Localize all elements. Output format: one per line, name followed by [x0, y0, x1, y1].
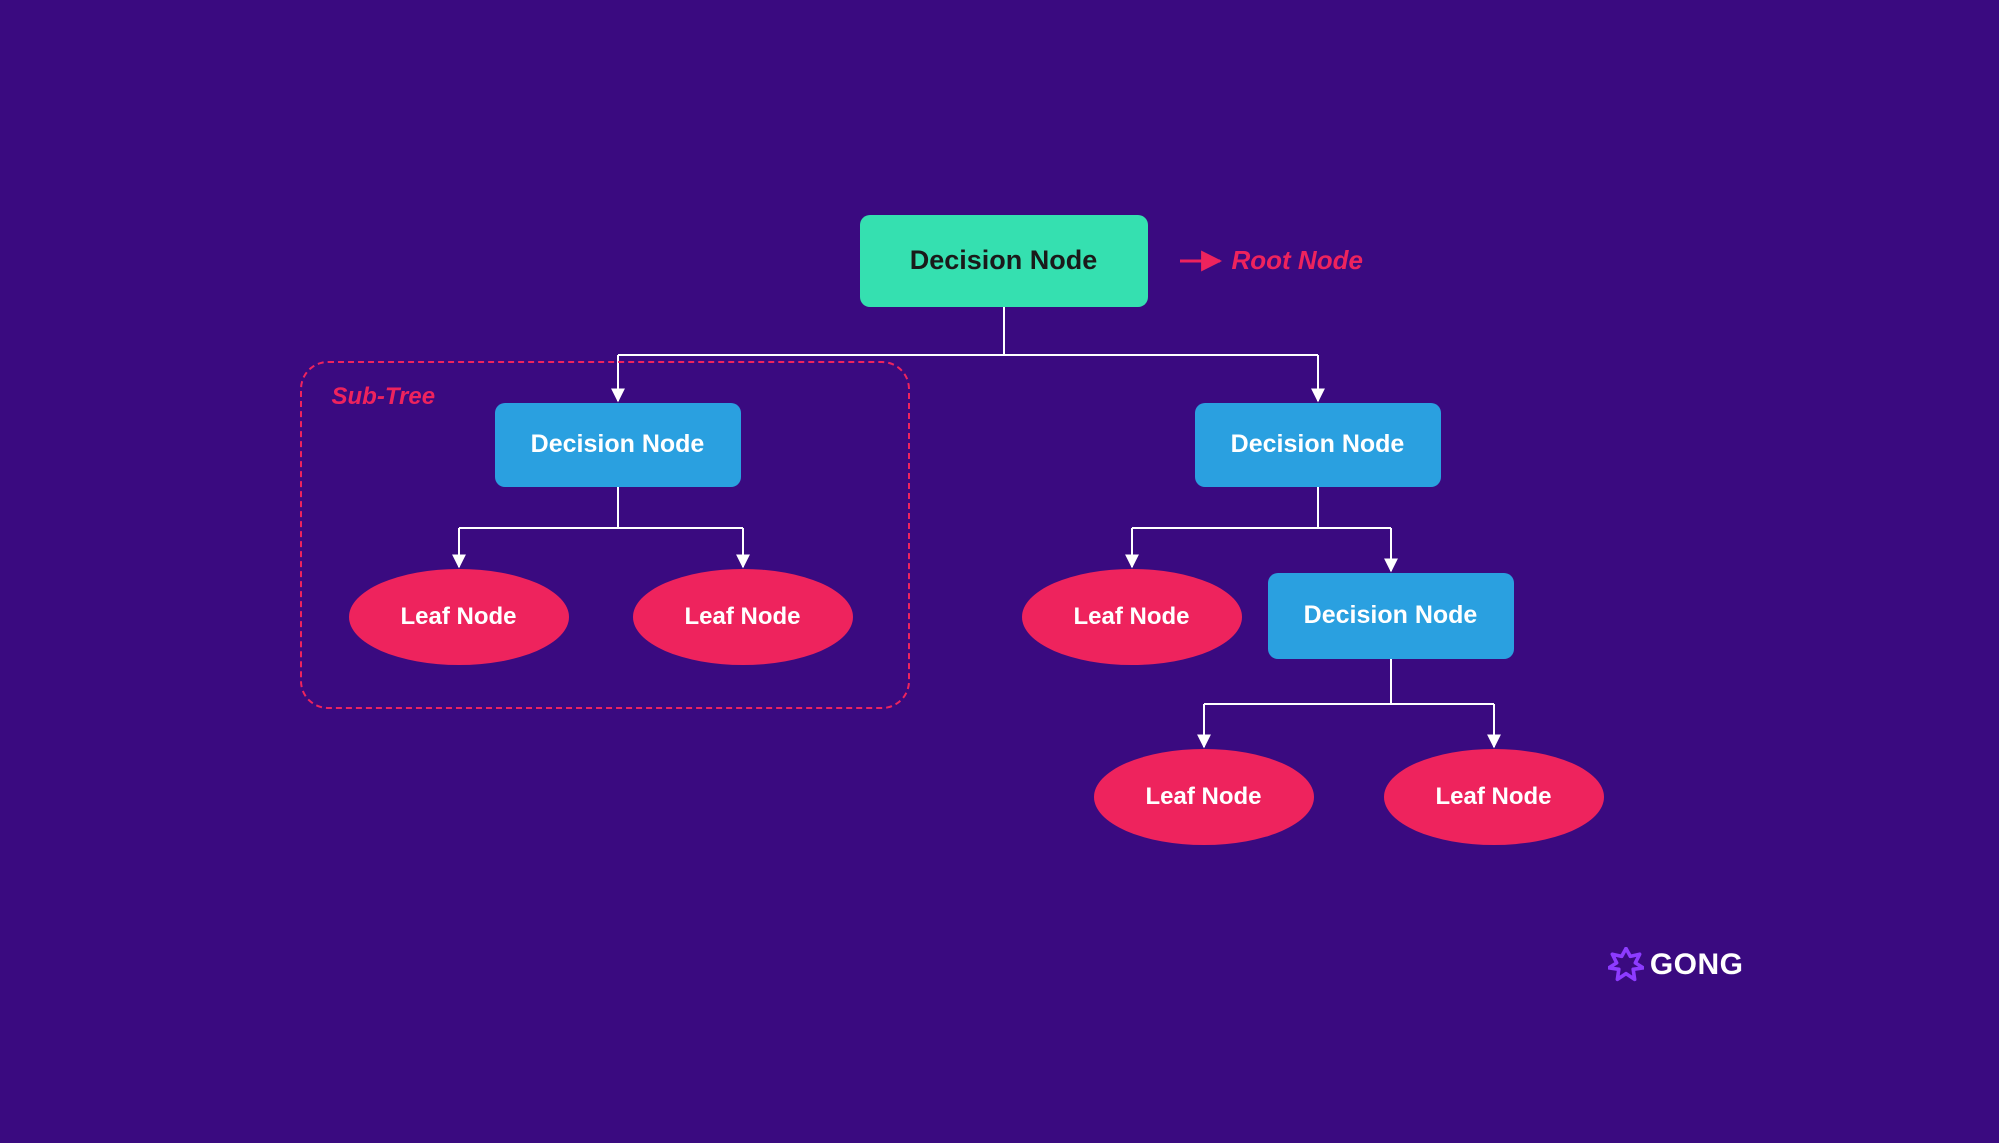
leaf-node: Leaf Node [349, 569, 569, 665]
brand-logo-text: GONG [1650, 948, 1744, 982]
decision-node: Decision Node [495, 403, 741, 487]
node-label: Leaf Node [1435, 783, 1551, 811]
subtree-annotation: Sub-Tree [332, 383, 436, 411]
decision-node: Decision Node [860, 215, 1148, 307]
leaf-node: Leaf Node [633, 569, 853, 665]
leaf-node: Leaf Node [1384, 749, 1604, 845]
node-label: Decision Node [1304, 601, 1478, 630]
root-node-annotation-text: Root Node [1232, 245, 1363, 275]
gong-starburst-icon [1608, 947, 1644, 983]
decision-node: Decision Node [1195, 403, 1441, 487]
node-label: Leaf Node [1073, 603, 1189, 631]
brand-logo: GONG [1608, 947, 1744, 983]
node-label: Leaf Node [1145, 783, 1261, 811]
leaf-node: Leaf Node [1094, 749, 1314, 845]
node-label: Decision Node [531, 430, 705, 459]
root-node-annotation: Root Node [1232, 245, 1363, 276]
diagram-canvas: Sub-Tree Root Node Decision Node Decision… [0, 0, 1999, 1143]
node-label: Decision Node [1231, 430, 1405, 459]
subtree-annotation-text: Sub-Tree [332, 383, 436, 410]
node-label: Decision Node [910, 245, 1098, 276]
diagram-stage: Sub-Tree Root Node Decision Node Decision… [220, 137, 1780, 1007]
decision-node: Decision Node [1268, 573, 1514, 659]
node-label: Leaf Node [684, 603, 800, 631]
node-label: Leaf Node [400, 603, 516, 631]
leaf-node: Leaf Node [1022, 569, 1242, 665]
